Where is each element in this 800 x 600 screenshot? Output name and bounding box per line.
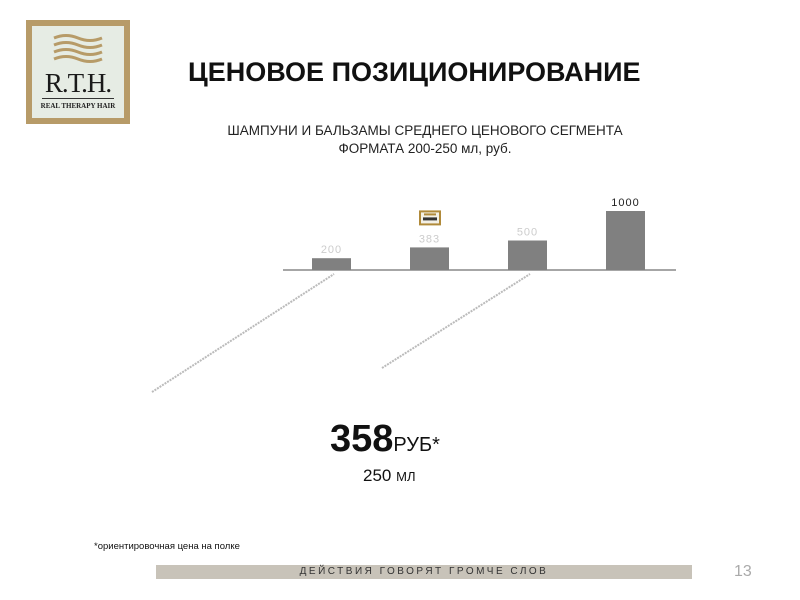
chart-subtitle: ШАМПУНИ И БАЛЬЗАМЫ СРЕДНЕГО ЦЕНОВОГО СЕГ…: [180, 122, 670, 158]
rth-price: 358РУБ*: [330, 418, 440, 461]
category-label-1: [151, 273, 335, 393]
data-label-1: 200: [321, 244, 342, 256]
logo-subtitle: REAL THERAPY HAIR: [40, 102, 116, 110]
price-unit: РУБ*: [393, 434, 440, 456]
volume-unit: МЛ: [396, 469, 416, 484]
volume-value: 250: [363, 466, 392, 485]
data-label-3: 500: [517, 227, 538, 239]
bar-2: [410, 247, 449, 270]
page-number: 13: [734, 563, 752, 580]
footnote: *ориентировочная цена на полке: [94, 541, 240, 552]
category-label-3: [381, 273, 531, 369]
price-value: 358: [330, 418, 394, 460]
rth-logo: R.T.H. REAL THERAPY HAIR: [26, 20, 130, 124]
page-title: ЦЕНОВОЕ ПОЗИЦИОНИРОВАНИЕ: [188, 57, 641, 87]
data-label-2: 383: [419, 233, 440, 245]
category-labels: [151, 273, 531, 393]
bar-4: [606, 211, 645, 270]
data-label-4: 1000: [611, 197, 639, 209]
rth-volume: 250 МЛ: [363, 466, 415, 486]
footer-slogan: ДЕЙСТВИЯ ГОВОРЯТ ГРОМЧЕ СЛОВ: [156, 565, 692, 579]
waves-icon: [53, 34, 103, 63]
price-chart: 200 383 500 1000: [151, 197, 676, 393]
rth-marker-icon: [419, 210, 441, 226]
bar-3: [508, 240, 547, 270]
subtitle-line-2: ФОРМАТА 200-250 мл, руб.: [338, 141, 512, 156]
subtitle-line-1: ШАМПУНИ И БАЛЬЗАМЫ СРЕДНЕГО ЦЕНОВОГО СЕГ…: [227, 123, 623, 138]
logo-mark: R.T.H.: [44, 68, 112, 98]
bar-1: [312, 258, 351, 270]
